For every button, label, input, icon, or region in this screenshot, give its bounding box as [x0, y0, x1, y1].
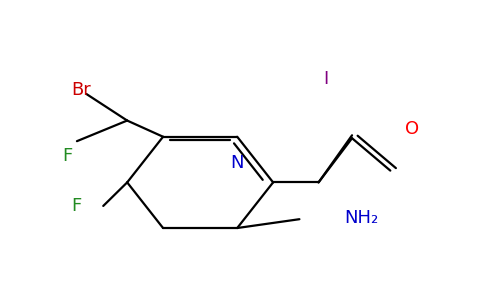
Text: F: F: [62, 147, 72, 165]
Text: NH₂: NH₂: [345, 209, 379, 227]
Text: N: N: [230, 154, 244, 172]
Text: I: I: [323, 70, 329, 88]
Text: O: O: [405, 120, 419, 138]
Text: Br: Br: [72, 81, 91, 99]
Text: F: F: [72, 197, 82, 215]
